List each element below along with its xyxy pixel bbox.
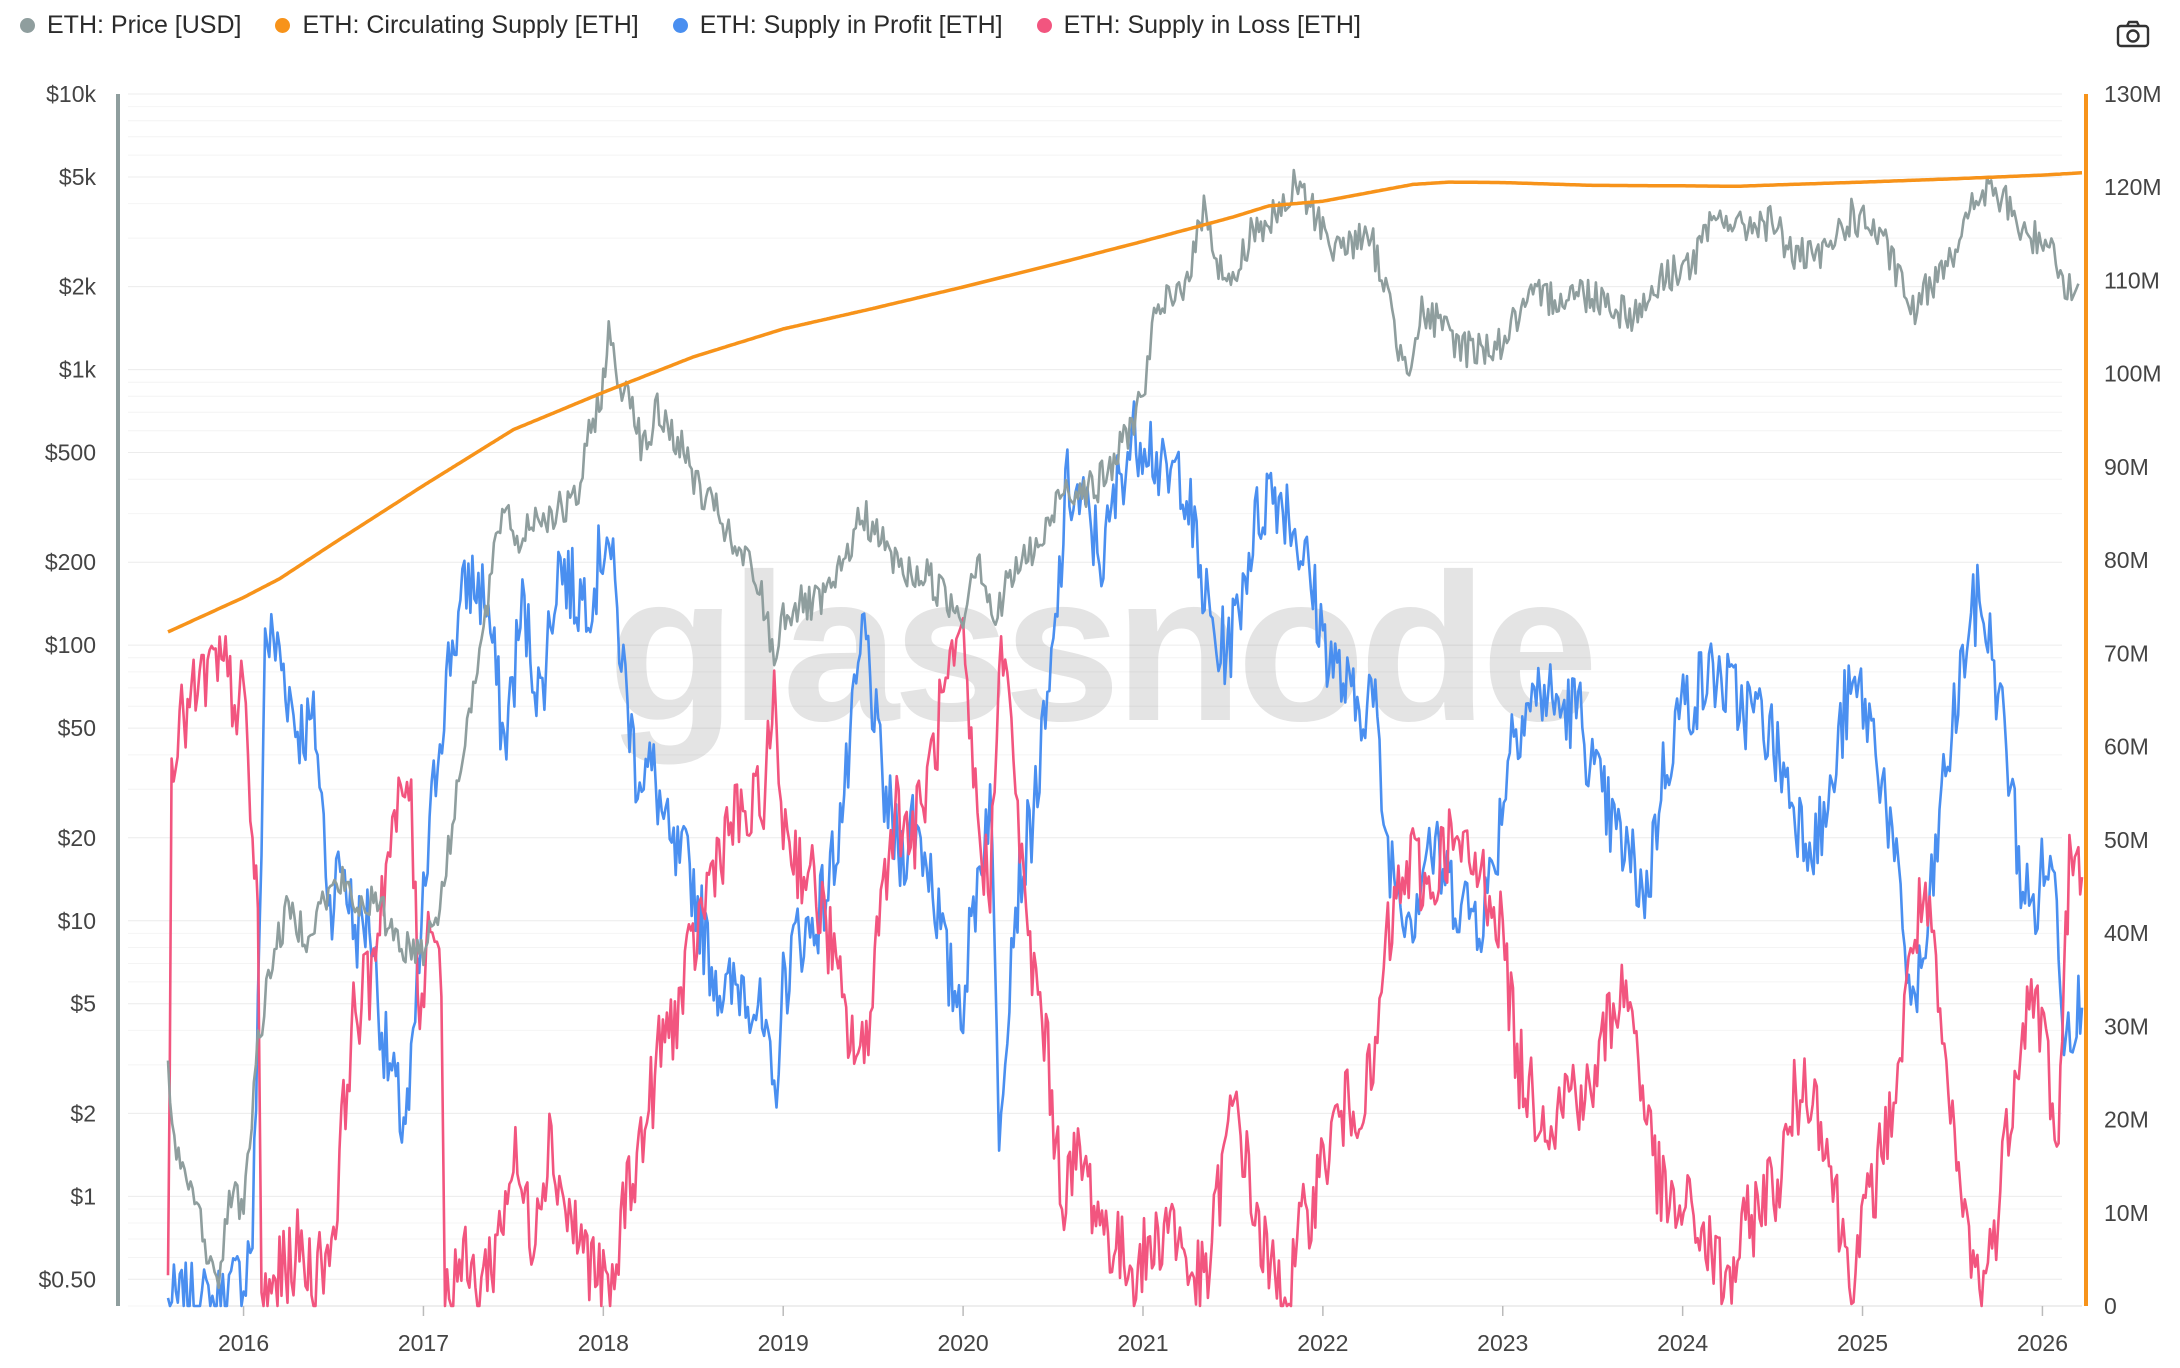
camera-icon[interactable] <box>2112 16 2154 52</box>
x-tick-label: 2026 <box>2017 1330 2068 1356</box>
x-tick-label: 2019 <box>758 1330 809 1356</box>
x-tick-label: 2023 <box>1477 1330 1528 1356</box>
left-tick-label: $1 <box>70 1183 96 1209</box>
grid-lines <box>128 93 2062 1307</box>
series-supply-in-loss <box>166 616 2084 1308</box>
right-tick-label: 120M <box>2104 174 2162 200</box>
left-tick-label: $0.50 <box>38 1266 96 1292</box>
right-tick-label: 70M <box>2104 640 2149 666</box>
legend-dot-supply-in-loss <box>1036 17 1052 33</box>
right-tick-label: 130M <box>2104 81 2162 107</box>
left-tick-label: $200 <box>45 549 96 575</box>
right-tick-label: 100M <box>2104 361 2162 387</box>
legend-item-circulating-supply[interactable]: ETH: Circulating Supply [ETH] <box>275 10 639 40</box>
x-axis: 2016 2017 2018 2019 2020 2021 2022 2023 2024 2025… <box>168 1305 2082 1356</box>
legend-label-supply-in-loss: ETH: Supply in Loss [ETH] <box>1063 10 1361 39</box>
legend-dot-circulating-supply <box>275 17 291 33</box>
left-tick-label: $2k <box>59 274 97 300</box>
series-layer <box>166 168 2084 1308</box>
chart-legend: ETH: Price [USD] ETH: Circulating Supply… <box>20 8 1361 42</box>
left-tick-label: $2 <box>70 1100 96 1126</box>
x-tick-label: 2021 <box>1117 1330 1168 1356</box>
legend-dot-supply-in-profit <box>672 17 688 33</box>
left-tick-label: $10 <box>58 908 96 934</box>
legend-label-price: ETH: Price [USD] <box>47 10 242 39</box>
right-axis: 0 10M 20M 30M 40M 50M 60M 70M 80M 90M 100M 110M 120M… <box>2084 81 2162 1319</box>
x-tick-label: 2016 <box>218 1330 269 1356</box>
left-tick-label: $1k <box>59 357 97 383</box>
left-tick-label: $5k <box>59 164 97 190</box>
left-tick-label: $10k <box>46 81 96 107</box>
left-tick-label: $100 <box>45 632 96 658</box>
left-tick-label: $50 <box>58 715 96 741</box>
x-tick-label: 2017 <box>398 1330 449 1356</box>
series-price <box>166 168 2080 1290</box>
legend-dot-price <box>20 17 35 33</box>
right-tick-label: 0 <box>2104 1293 2117 1319</box>
series-circulating-supply <box>167 171 2083 634</box>
x-tick-label: 2025 <box>1837 1330 1888 1356</box>
camera-icon-glyph <box>2116 20 2150 48</box>
right-tick-label: 60M <box>2104 734 2149 760</box>
left-tick-label: $20 <box>58 825 96 851</box>
legend-item-price[interactable]: ETH: Price [USD] <box>20 11 241 40</box>
x-tick-label: 2020 <box>938 1330 989 1356</box>
legend-label-supply-in-profit: ETH: Supply in Profit [ETH] <box>699 10 1003 39</box>
right-tick-label: 80M <box>2104 547 2149 573</box>
right-tick-label: 30M <box>2104 1013 2149 1039</box>
right-tick-label: 40M <box>2104 920 2149 946</box>
right-tick-label: 20M <box>2104 1107 2149 1133</box>
left-axis: $0.50 $1 $2 $5 $10 $20 $50 $100 $200 $500 $1k $2k $5… <box>38 81 120 1306</box>
legend-item-supply-in-profit[interactable]: ETH: Supply in Profit [ETH] <box>672 10 1003 40</box>
x-tick-label: 2024 <box>1657 1330 1708 1356</box>
legend-label-circulating-supply: ETH: Circulating Supply [ETH] <box>302 10 639 39</box>
x-tick-label: 2022 <box>1297 1330 1348 1356</box>
legend-item-supply-in-loss[interactable]: ETH: Supply in Loss [ETH] <box>1036 10 1361 40</box>
right-tick-label: 10M <box>2104 1200 2149 1226</box>
x-tick-label: 2018 <box>578 1330 629 1356</box>
left-tick-label: $500 <box>45 440 96 466</box>
right-tick-label: 90M <box>2104 454 2149 480</box>
right-tick-label: 50M <box>2104 827 2149 853</box>
left-tick-label: $5 <box>70 991 96 1017</box>
right-tick-label: 110M <box>2104 267 2160 293</box>
